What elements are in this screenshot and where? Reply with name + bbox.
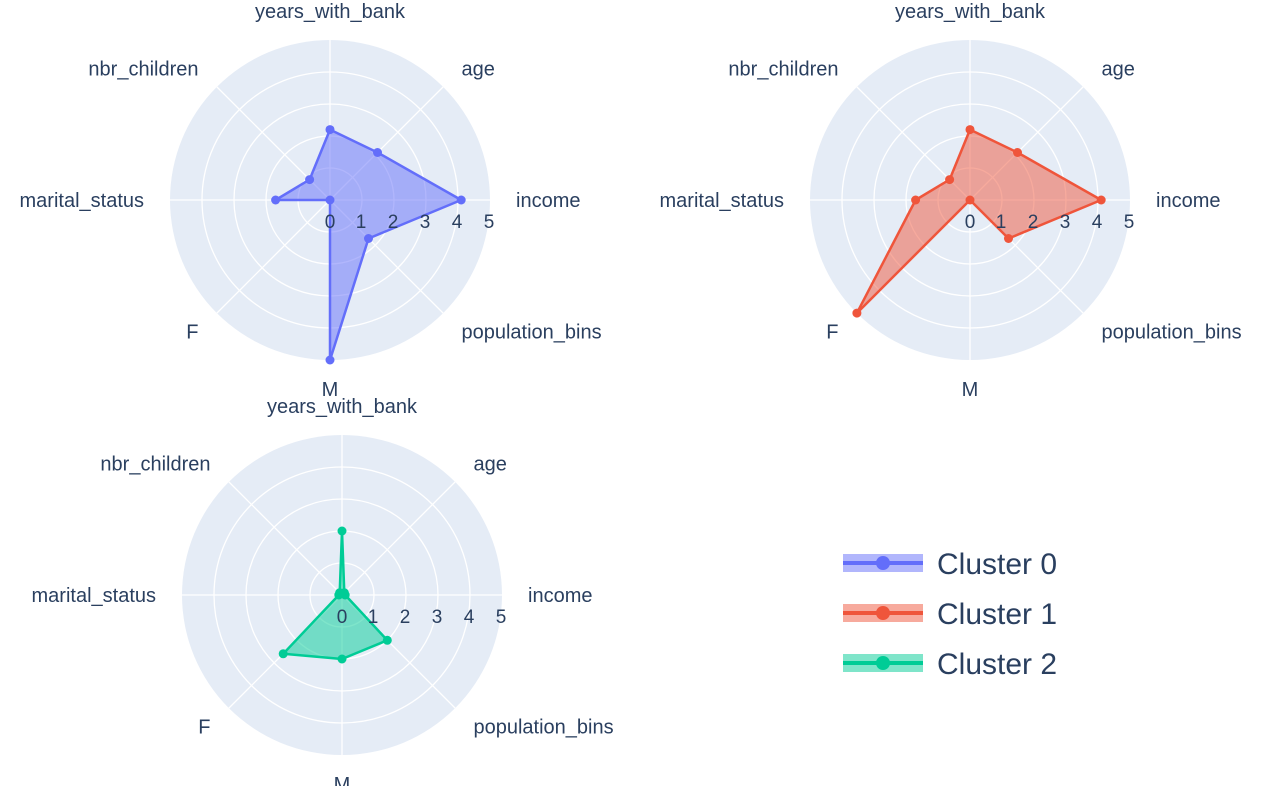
radial-tick-label: 2 bbox=[1028, 212, 1039, 233]
axis-label-age: age bbox=[1102, 59, 1135, 81]
axis-label-age: age bbox=[474, 454, 507, 476]
radial-tick-label: 5 bbox=[496, 607, 507, 628]
axis-label-marital-status: marital_status bbox=[20, 190, 145, 212]
data-point-m bbox=[337, 654, 347, 664]
radial-tick-label: 2 bbox=[388, 212, 399, 233]
axis-label-income: income bbox=[1156, 190, 1220, 212]
legend-item-cluster-1[interactable]: Cluster 1 bbox=[843, 598, 1057, 631]
legend: Cluster 0 Cluster 1 Cluster 2 bbox=[843, 548, 1057, 681]
axis-label-years-with-bank: years_with_bank bbox=[267, 396, 418, 418]
legend-label: Cluster 1 bbox=[937, 598, 1057, 631]
axis-label-age: age bbox=[462, 59, 495, 81]
data-point-m bbox=[325, 355, 335, 365]
radial-tick-label: 5 bbox=[1124, 212, 1135, 233]
axis-label-years-with-bank: years_with_bank bbox=[255, 1, 406, 23]
spoke-f bbox=[216, 199, 331, 314]
axis-label-nbr-children: nbr_children bbox=[100, 454, 210, 476]
data-point-marital-status bbox=[334, 590, 344, 600]
radial-tick-label: 4 bbox=[452, 212, 463, 233]
legend-swatch-marker bbox=[876, 656, 890, 670]
data-point-population-bins bbox=[382, 635, 392, 645]
data-point-f bbox=[852, 308, 862, 318]
data-point-population-bins bbox=[364, 234, 373, 243]
radial-tick-label: 0 bbox=[965, 212, 976, 233]
axis-label-years-with-bank: years_with_bank bbox=[895, 1, 1046, 23]
radial-tick-label: 4 bbox=[464, 607, 475, 628]
axis-label-nbr-children: nbr_children bbox=[728, 59, 838, 81]
data-point-age bbox=[373, 148, 382, 157]
legend-label: Cluster 2 bbox=[937, 648, 1057, 681]
data-point-m bbox=[965, 195, 975, 205]
radar-chart-1: 0 1 2 3 4 5 income age years_with_bank nbr_childr… bbox=[660, 1, 1242, 401]
spoke-nbr-children bbox=[228, 481, 343, 596]
data-point-years-with-bank bbox=[337, 526, 347, 536]
axis-label-population-bins: population_bins bbox=[462, 322, 602, 344]
radial-tick-label: 3 bbox=[1060, 212, 1071, 233]
axis-label-income: income bbox=[516, 190, 580, 212]
legend-item-cluster-0[interactable]: Cluster 0 bbox=[843, 548, 1057, 581]
radial-tick-label: 1 bbox=[356, 212, 367, 233]
radial-tick-label: 5 bbox=[484, 212, 495, 233]
spoke-age bbox=[341, 481, 456, 596]
data-point-nbr-children bbox=[305, 175, 315, 185]
data-point-population-bins bbox=[1004, 234, 1013, 243]
radial-tick-label: 0 bbox=[325, 212, 336, 233]
axis-label-population-bins: population_bins bbox=[474, 717, 614, 739]
axis-label-population-bins: population_bins bbox=[1102, 322, 1242, 344]
axis-label-marital-status: marital_status bbox=[660, 190, 785, 212]
legend-swatch-marker bbox=[876, 556, 890, 570]
radial-tick-label: 0 bbox=[337, 607, 348, 628]
data-point-nbr-children bbox=[945, 175, 955, 185]
radial-tick-label: 4 bbox=[1092, 212, 1103, 233]
radar-chart-0: 0 1 2 3 4 5 income age years_with_bank nbr_childr… bbox=[20, 1, 602, 401]
axis-label-f: F bbox=[186, 322, 198, 344]
axis-label-f: F bbox=[826, 322, 838, 344]
data-point-years-with-bank bbox=[965, 125, 975, 135]
data-point-f bbox=[278, 649, 288, 659]
legend-item-cluster-2[interactable]: Cluster 2 bbox=[843, 648, 1057, 681]
axis-label-marital-status: marital_status bbox=[32, 585, 157, 607]
radial-tick-label: 3 bbox=[432, 607, 443, 628]
legend-swatch-marker bbox=[876, 606, 890, 620]
axis-label-f: F bbox=[198, 717, 210, 739]
data-point-years-with-bank bbox=[325, 125, 335, 135]
radial-tick-label: 3 bbox=[420, 212, 431, 233]
axis-label-income: income bbox=[528, 585, 592, 607]
axis-label-m: M bbox=[322, 379, 339, 401]
data-point-age bbox=[1013, 148, 1022, 157]
axis-label-m: M bbox=[334, 774, 351, 786]
radial-tick-label: 1 bbox=[368, 607, 379, 628]
legend-label: Cluster 0 bbox=[937, 548, 1057, 581]
radial-tick-label: 1 bbox=[996, 212, 1007, 233]
radial-tick-label: 2 bbox=[400, 607, 411, 628]
data-point-income bbox=[1096, 195, 1106, 205]
radar-chart-2: 0 1 2 3 4 5 income age years_with_bank nbr_childr… bbox=[32, 396, 614, 786]
data-point-f bbox=[325, 195, 335, 205]
data-point-marital-status bbox=[911, 195, 921, 205]
data-point-income bbox=[456, 195, 466, 205]
data-point-marital-status bbox=[271, 195, 281, 205]
axis-label-nbr-children: nbr_children bbox=[88, 59, 198, 81]
axis-label-m: M bbox=[962, 379, 979, 401]
